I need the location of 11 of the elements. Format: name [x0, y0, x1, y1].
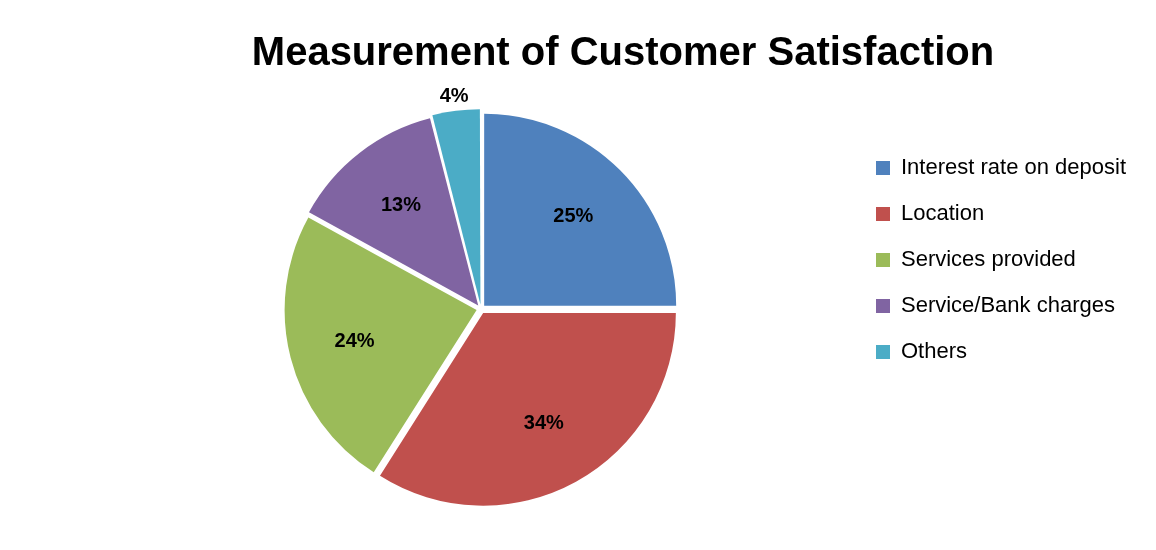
data-label: 24% [334, 328, 375, 351]
legend-label: Interest rate on deposit [900, 154, 1126, 180]
legend-label: Service/Bank charges [900, 292, 1115, 318]
legend-label: Location [900, 200, 985, 226]
data-label: 13% [380, 193, 422, 216]
chart-title: Measurement of Customer Satisfaction [251, 29, 995, 74]
data-label: 4% [439, 84, 469, 107]
legend-label: Services provided [900, 246, 1076, 272]
legend-label: Others [900, 338, 967, 364]
data-label: 25% [553, 204, 594, 227]
data-label: 34% [523, 410, 565, 433]
